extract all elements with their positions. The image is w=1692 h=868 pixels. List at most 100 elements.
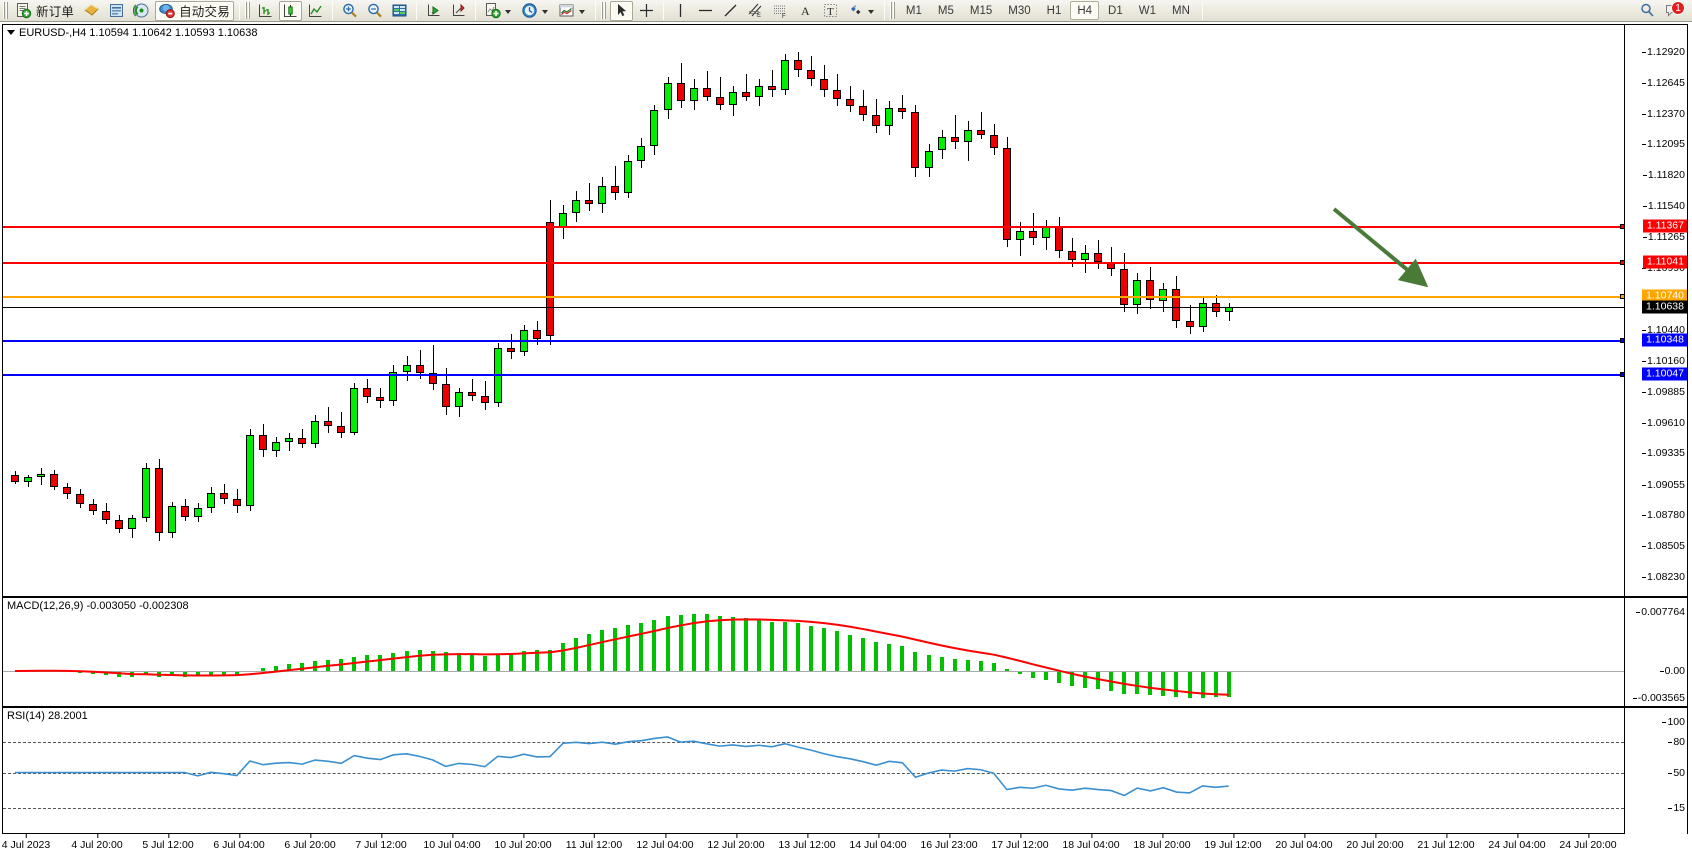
shapes-icon (847, 2, 864, 19)
text-label-tool-button[interactable]: A (794, 1, 817, 21)
trendline-tool-button[interactable] (719, 1, 742, 21)
time-tick: 19 Jul 12:00 (1204, 834, 1262, 851)
timeframe-h1[interactable]: H1 (1046, 4, 1062, 17)
data-window-grid-button[interactable] (388, 1, 411, 21)
price-tick: 1.09610 (1642, 416, 1685, 429)
macd-histogram-bar (1043, 670, 1048, 681)
time-tick: 21 Jul 12:00 (1417, 834, 1475, 851)
timeframe-h4[interactable]: H4 (1070, 1, 1100, 20)
level-label-support-2[interactable]: 1.10047 (1642, 367, 1687, 381)
level-label-current-price[interactable]: 1.10638 (1642, 300, 1687, 314)
timeframe-w1[interactable]: W1 (1138, 4, 1156, 17)
horizontal-line-tool-button[interactable] (694, 1, 717, 21)
indicators-icon (484, 2, 501, 19)
level-handle[interactable] (1620, 260, 1624, 266)
templates-caret-icon[interactable] (578, 9, 585, 14)
level-label-entry-level[interactable]: 1.10740 (1642, 289, 1687, 303)
toolbar-grip-4[interactable] (889, 2, 895, 19)
indicators-caret-icon[interactable] (504, 9, 511, 14)
period-caret-icon[interactable] (541, 9, 548, 14)
search-icon (1639, 2, 1656, 19)
chart-window: EURUSD-,H4 1.10594 1.10642 1.10593 1.106… (0, 22, 1692, 868)
zoom-in-button[interactable] (338, 1, 361, 21)
macd-histogram-bar (1135, 670, 1140, 695)
macd-histogram-bar (561, 643, 566, 671)
macd-histogram-bar (1083, 670, 1088, 688)
vertical-line-tool-button[interactable] (669, 1, 692, 21)
rsi-level-line (3, 742, 1624, 744)
macd-scale[interactable]: 0.007764 0.00 -0.003565 (1624, 598, 1687, 706)
toolbar-separator-2 (331, 1, 333, 20)
toolbar-grip-2[interactable] (244, 2, 250, 19)
templates-button[interactable] (555, 1, 590, 21)
macd-histogram-bar (482, 655, 487, 671)
level-label-resistance-2[interactable]: 1.11041 (1642, 255, 1687, 269)
alerts-button[interactable]: 1 (1661, 0, 1685, 21)
timeframe-m5[interactable]: M5 (937, 4, 954, 17)
timeframe-m30[interactable]: M30 (1008, 4, 1031, 17)
auto-scroll-button[interactable] (422, 1, 445, 21)
chart-shift-button[interactable] (447, 1, 470, 21)
macd-histogram-bar (1122, 670, 1127, 694)
macd-histogram-bar (678, 615, 683, 671)
down-arrow-annotation[interactable] (1328, 203, 1438, 293)
bar-chart-button[interactable] (254, 1, 277, 21)
auto-trading-button[interactable]: 自动交易 (155, 0, 234, 21)
equidistant-channel-tool-button[interactable]: E (744, 1, 767, 21)
rsi-plot-area[interactable] (3, 708, 1624, 835)
shapes-caret-icon[interactable] (867, 9, 874, 14)
toolbar-grip-3[interactable] (600, 2, 606, 19)
search-button[interactable] (1636, 1, 1659, 21)
cursor-tool-button[interactable] (609, 0, 633, 21)
price-plot-area[interactable] (3, 25, 1624, 596)
level-line-resistance-2[interactable] (3, 260, 1624, 266)
fibonacci-tool-button[interactable]: F (769, 1, 792, 21)
shapes-tool-button[interactable] (844, 1, 879, 21)
price-scale[interactable]: 1.12920 1.12645 1.12370 1.12095 1.11820 1.115… (1624, 25, 1687, 596)
level-line-resistance-1[interactable] (3, 223, 1624, 229)
macd-histogram-bar (1017, 670, 1022, 674)
macd-label: MACD(12,26,9) -0.003050 -0.002308 (7, 600, 189, 612)
chart-menu-caret-icon[interactable] (7, 30, 15, 35)
timeframe-m15[interactable]: M15 (969, 4, 993, 17)
period-button[interactable] (518, 1, 553, 21)
timeframe-m1[interactable]: M1 (905, 4, 922, 17)
level-label-support-1[interactable]: 1.10348 (1642, 333, 1687, 347)
level-handle[interactable] (1620, 371, 1624, 377)
level-handle[interactable] (1620, 337, 1624, 343)
level-line-entry-level[interactable] (3, 294, 1624, 300)
price-tick: 1.09055 (1642, 478, 1685, 491)
rsi-pane[interactable]: RSI(14) 28.2001 100 80 50 15 (3, 708, 1687, 835)
time-axis: 4 Jul 2023 4 Jul 20:00 5 Jul 12:00 6 Jul 04… (2, 834, 1688, 868)
level-line-support-2[interactable] (3, 371, 1624, 377)
line-chart-icon (307, 2, 324, 19)
time-tick: 16 Jul 23:00 (920, 834, 978, 851)
time-tick: 18 Jul 04:00 (1062, 834, 1120, 851)
timeframe-mn[interactable]: MN (1172, 4, 1190, 17)
level-handle[interactable] (1620, 294, 1624, 300)
line-chart-button[interactable] (304, 1, 327, 21)
expert-advisor-button[interactable] (80, 1, 103, 21)
level-label-resistance-1[interactable]: 1.11367 (1642, 219, 1687, 233)
data-window-button[interactable] (105, 1, 128, 21)
time-tick: 4 Jul 2023 (1, 834, 51, 851)
text-box-tool-button[interactable]: T (819, 1, 842, 21)
signals-button[interactable] (130, 1, 153, 21)
toolbar-grip[interactable] (3, 2, 8, 19)
crosshair-tool-button[interactable] (635, 1, 658, 21)
rsi-scale[interactable]: 100 80 50 15 (1624, 708, 1687, 835)
new-order-button[interactable]: 新订单 (12, 1, 78, 21)
level-line-support-1[interactable] (3, 337, 1624, 343)
macd-histogram-bar (861, 638, 866, 671)
zoom-out-button[interactable] (363, 1, 386, 21)
timeframe-d1[interactable]: D1 (1108, 4, 1123, 17)
level-handle[interactable] (1620, 223, 1624, 229)
level-line-current-price[interactable] (3, 307, 1624, 309)
candlestick-chart-button[interactable] (278, 0, 302, 21)
text-label-icon: A (797, 2, 814, 19)
indicators-button[interactable] (481, 1, 516, 21)
macd-histogram-bar (730, 616, 735, 671)
macd-pane[interactable]: MACD(12,26,9) -0.003050 -0.002308 0.0077… (3, 598, 1687, 708)
price-pane[interactable]: EURUSD-,H4 1.10594 1.10642 1.10593 1.106… (3, 25, 1687, 598)
macd-plot-area[interactable] (3, 598, 1624, 706)
